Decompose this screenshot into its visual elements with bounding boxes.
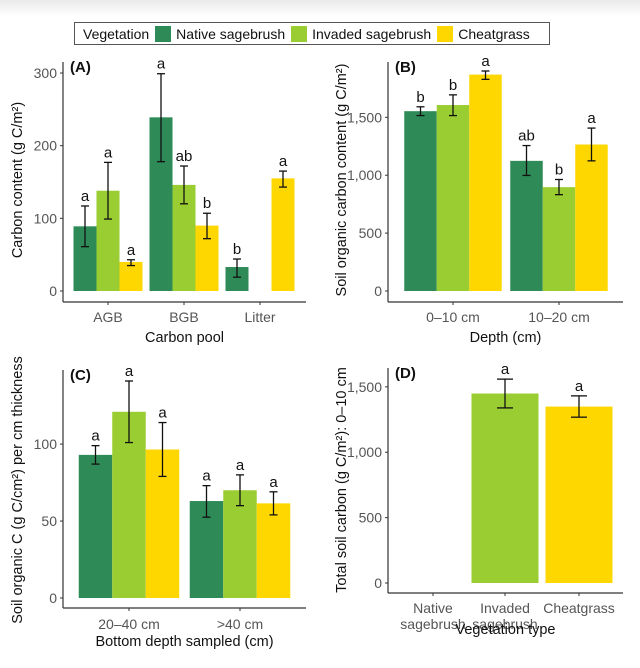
x-tick-label: BGB [169,309,199,325]
bar [225,267,249,291]
bar [96,190,120,291]
x-axis-title: Carbon pool [145,330,224,346]
bar [510,160,543,291]
legend-swatch-invaded [291,25,308,42]
y-axis-title: Carbon content (g C/m²) [10,102,26,258]
y-tick-label: 1,500 [347,379,382,395]
y-tick-label: 0 [49,283,57,299]
y-tick-label: 1,000 [347,444,382,460]
legend-title: Vegetation [83,25,150,42]
bar [119,261,143,291]
significance-letter: a [279,153,288,170]
bar [575,144,608,291]
y-axis-title: Soil organic C (g C/cm²) per cm thicknes… [10,356,26,624]
x-tick-label: Litter [244,309,275,325]
significance-letter: a [236,457,245,474]
significance-letter: a [501,361,510,378]
bar [149,117,173,292]
bar [73,226,97,291]
significance-letter: a [91,428,100,445]
significance-letter: b [203,195,211,212]
panel-d: 05001,0001,500NativesagebrushInvadedsage… [334,361,623,638]
legend-label-invaded: Invaded sagebrush [312,25,432,42]
y-tick-label: 1,500 [347,109,382,125]
bar [436,105,470,291]
x-tick-label: >40 cm [217,616,263,632]
panel-c: 0 50 100 20–40 cm >40 cm a a a a a a (C) Bottom dept… [10,356,306,650]
panel-a: 0 100 200 300 AGB BGB Litter a a a a ab b b a (A) Carbon… [10,56,306,346]
significance-letter: a [125,363,134,380]
y-tick-label: 0 [374,283,382,299]
y-tick-label: 100 [34,436,58,452]
x-tick-label: 20–40 cm [98,616,159,632]
y-tick-label: 0 [374,575,382,591]
x-tick-label: sagebrush [400,616,465,632]
significance-letter: b [416,89,424,106]
significance-letter: b [555,161,563,178]
bar [404,111,437,291]
significance-letter: a [575,378,584,395]
significance-letter: a [157,56,166,73]
y-tick-label: 0 [49,590,57,606]
bar [271,178,295,291]
legend-label-native: Native sagebrush [176,25,286,42]
bar [195,225,219,291]
bar [256,503,291,598]
legend-label-cheatgrass: Cheatgrass [458,25,530,42]
significance-letter: a [269,474,278,491]
bar [78,454,113,598]
panel-b: 0 500 1,000 1,500 0–10 cm 10–20 cm b b a ab b a (B) D… [334,53,623,346]
x-axis-title: Bottom depth sampled (cm) [95,634,273,650]
significance-letter: ab [176,148,193,165]
x-axis-title: Depth (cm) [470,330,542,346]
significance-letter: ab [518,128,535,145]
y-tick-label: 1,000 [347,167,382,183]
panel-label: (A) [70,59,91,76]
bar [542,187,576,291]
bar [545,406,613,583]
bar [469,74,502,291]
panel-label: (B) [395,59,416,76]
panel-label: (D) [395,365,416,382]
x-tick-label: 0–10 cm [426,309,480,325]
bar [223,490,257,598]
significance-letter: b [449,77,457,94]
y-axis-title: Soil organic carbon content (g C/m²) [334,64,350,297]
x-tick-label: Cheatgrass [543,600,615,616]
x-tick-label: sagebrush [472,616,537,632]
x-tick-label: 10–20 cm [528,309,589,325]
bar [471,393,539,583]
significance-letter: b [233,241,241,258]
y-tick-label: 300 [34,65,58,81]
y-tick-label: 500 [359,225,383,241]
significance-letter: a [587,110,596,127]
y-tick-label: 50 [41,513,57,529]
y-tick-label: 100 [34,210,58,226]
legend-swatch-native [155,25,172,42]
top-band [0,0,640,16]
x-axis-title: Vegetation type [456,622,556,638]
y-axis-title: Total soil carbon (g C/m²): 0–10 cm [334,367,350,593]
x-tick-label: Native [413,600,453,616]
x-tick-label: AGB [93,309,123,325]
x-tick-label: Invaded [480,600,530,616]
significance-letter: a [202,468,211,485]
significance-letter: a [104,144,113,161]
y-tick-label: 500 [359,510,383,526]
panel-label: (C) [70,367,91,384]
y-tick-label: 200 [34,138,58,154]
bar [172,184,196,291]
significance-letter: a [81,188,90,205]
significance-letter: a [158,405,167,422]
significance-letter: a [481,53,490,70]
legend: Vegetation Native sagebrush Invaded sage… [74,22,550,45]
significance-letter: a [127,242,136,259]
legend-swatch-cheatgrass [437,25,454,42]
